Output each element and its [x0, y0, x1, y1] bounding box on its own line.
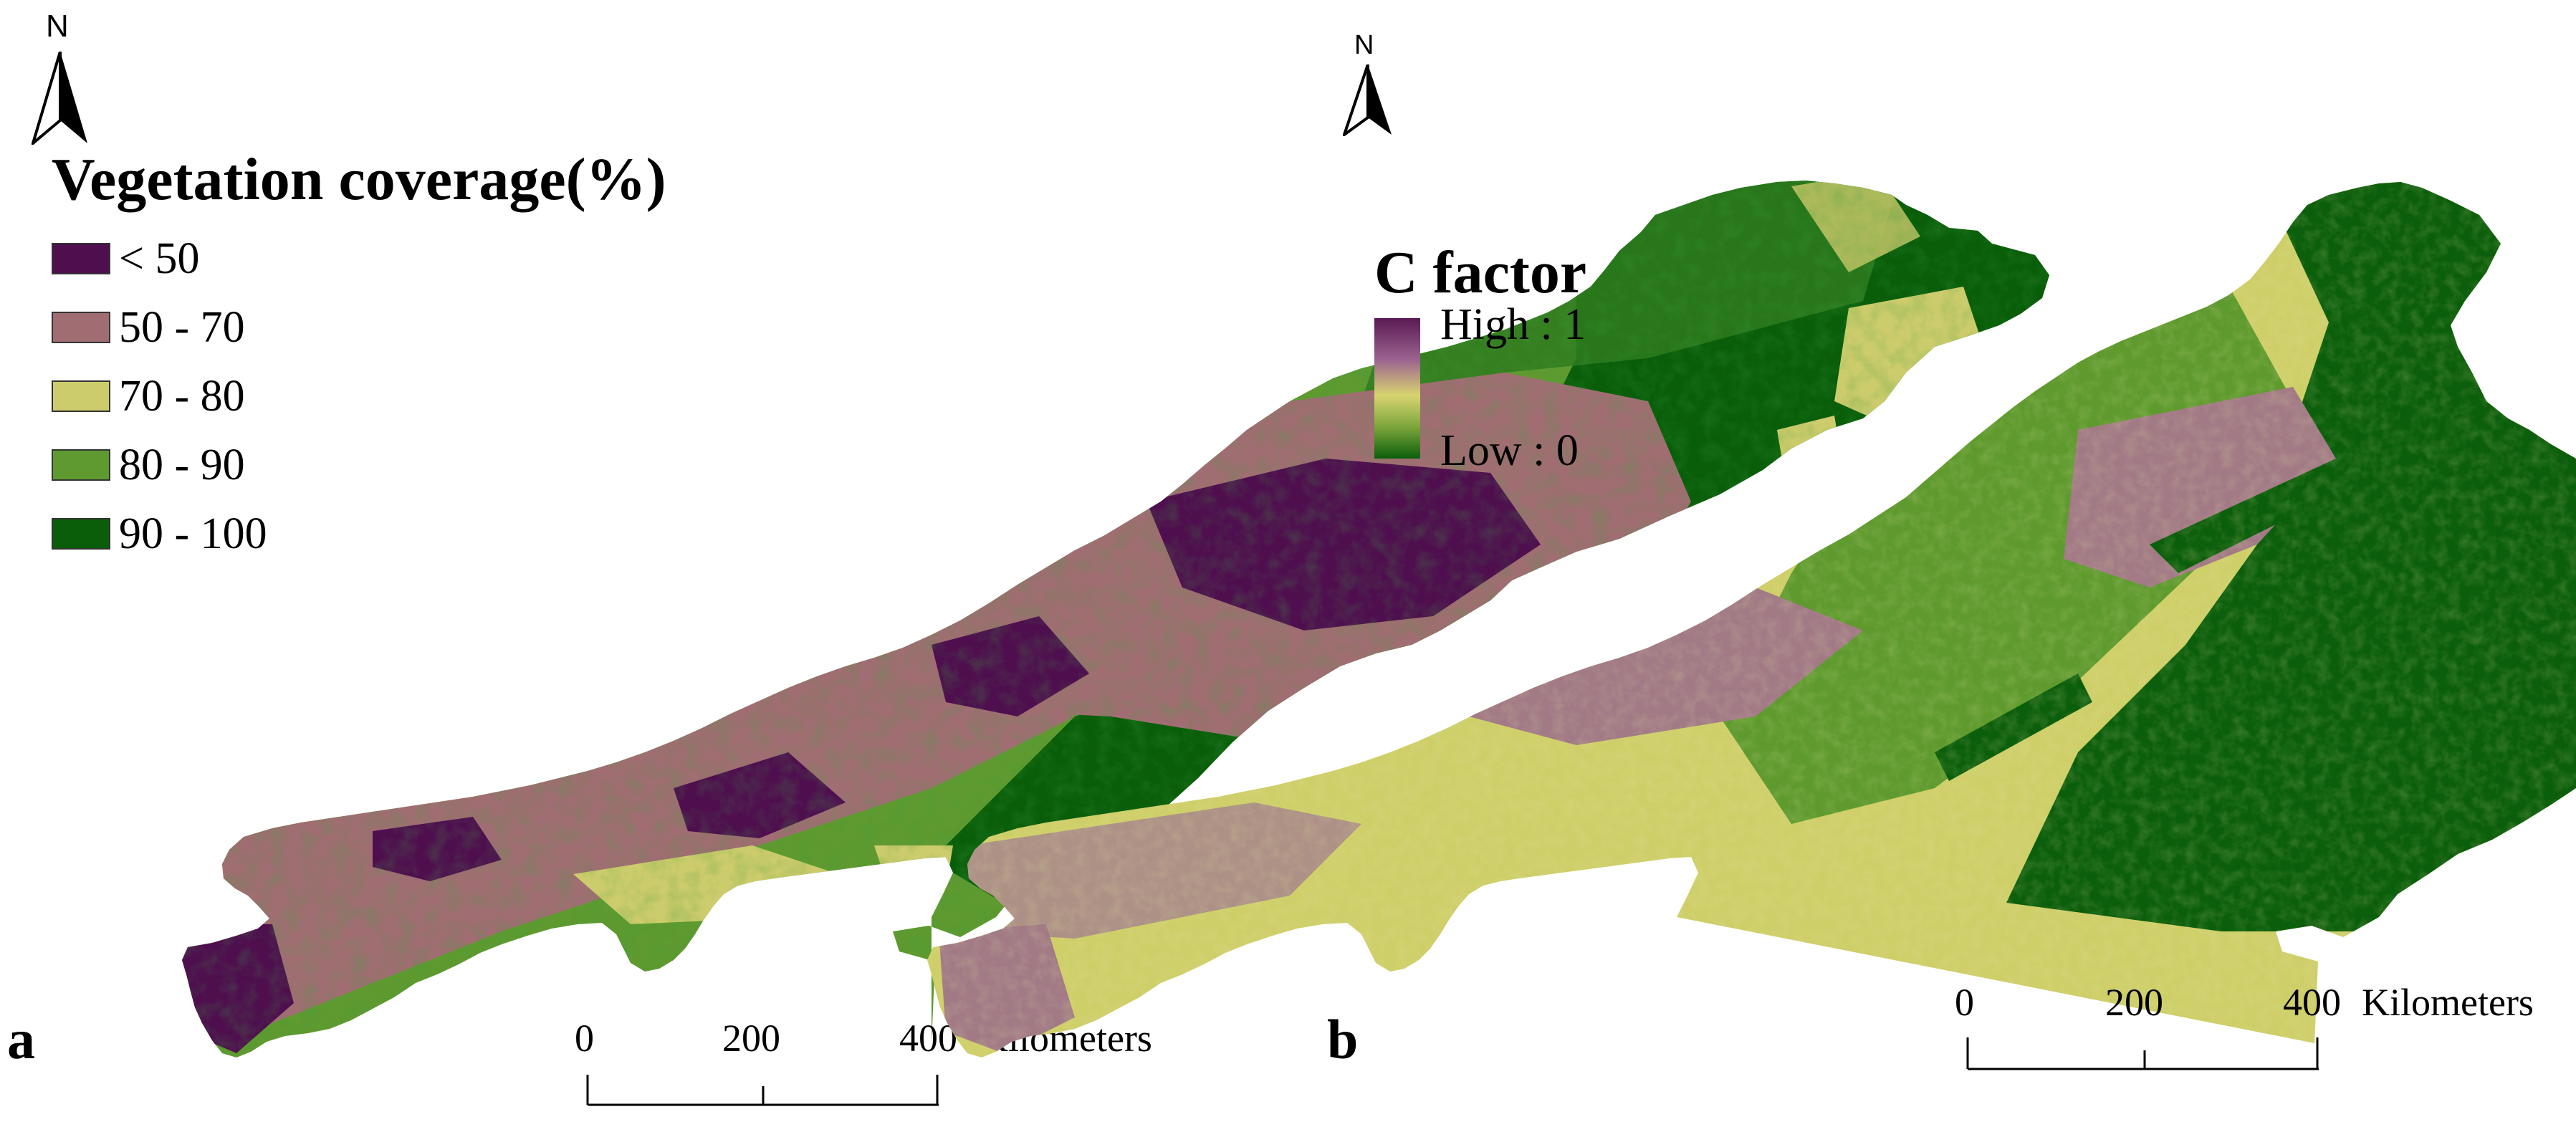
legend-low-label: Low : 0: [1440, 426, 1579, 475]
scale-tick-label: 0: [1955, 981, 1974, 1024]
north-label: N: [1354, 30, 1374, 60]
legend-label: 50 - 70: [119, 302, 245, 352]
legend-swatch: [52, 380, 110, 412]
scale-bar-b: 0 200 400 Kilometers: [1946, 980, 2570, 1088]
legend-high-label: High : 1: [1440, 300, 1586, 349]
legend-gradient: [1374, 318, 1420, 459]
legend-item: 90 - 100: [52, 499, 666, 568]
scale-tick-label: 0: [575, 1017, 594, 1060]
scale-tick-label: 200: [722, 1017, 780, 1060]
legend-item: < 50: [52, 224, 666, 293]
legend-swatch: [52, 449, 110, 481]
scale-tick-label: 400: [2283, 981, 2341, 1024]
legend-label: 80 - 90: [119, 440, 245, 489]
panel-label-b: b: [1327, 1008, 1359, 1070]
legend-swatch: [52, 312, 110, 343]
scale-tick-label: 400: [899, 1017, 957, 1060]
legend-item: 80 - 90: [52, 431, 666, 499]
panel-label-a: a: [7, 1008, 35, 1070]
scale-unit: Kilometers: [2362, 981, 2534, 1024]
scale-line: [586, 1075, 939, 1106]
north-label: N: [46, 9, 69, 44]
legend-item: 70 - 80: [52, 362, 666, 431]
legend-swatch: [52, 243, 110, 274]
legend-c-factor: C factor High : 1 Low : 0: [1374, 238, 1587, 475]
legend-title: C factor: [1374, 239, 1587, 306]
north-arrow-a: N: [32, 9, 89, 145]
scale-tick-label: 200: [2105, 981, 2163, 1024]
legend-label: 90 - 100: [119, 509, 267, 558]
legend-label: < 50: [119, 234, 200, 283]
north-arrow-icon: [32, 52, 87, 145]
legend-vegetation: Vegetation coverage(%) < 50 50 - 70 70 -…: [52, 145, 666, 568]
north-arrow-icon: [1343, 64, 1392, 136]
scale-line: [1966, 1037, 2319, 1070]
legend-label: 70 - 80: [119, 371, 245, 421]
legend-item: 50 - 70: [52, 293, 666, 362]
legend-title: Vegetation coverage(%): [52, 146, 666, 213]
legend-swatch: [52, 518, 110, 550]
north-arrow-b: N: [1343, 30, 1393, 138]
